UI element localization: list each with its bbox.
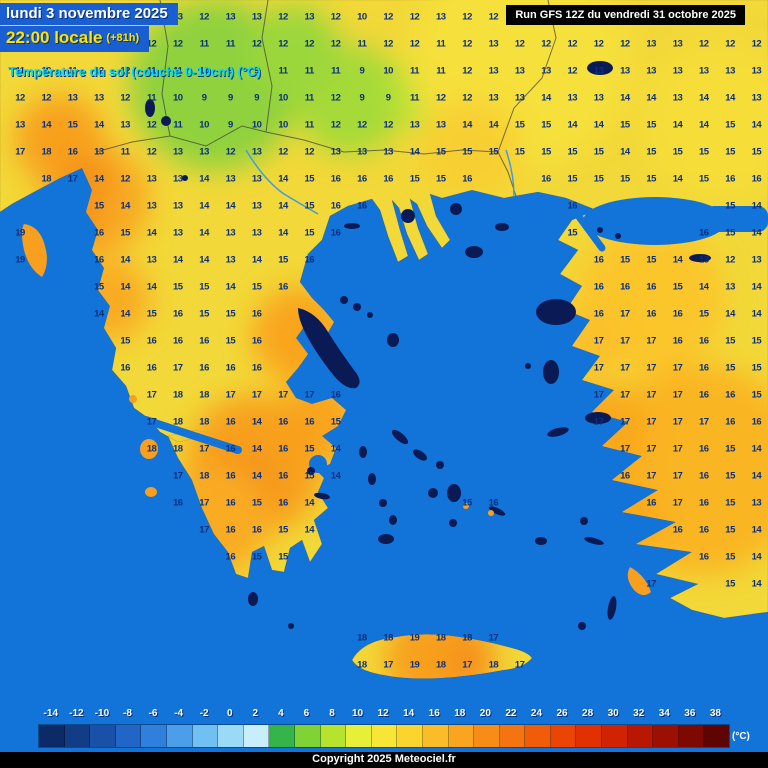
country-borders	[95, 0, 557, 197]
legend-color-cell	[269, 725, 295, 747]
legend-tick: 12	[377, 708, 389, 719]
legend-color-cell	[294, 725, 321, 747]
legend-tick: 0	[226, 708, 233, 719]
legend-tick: 34	[658, 708, 670, 719]
dardanelles-strait	[570, 206, 606, 252]
legend-tick: 18	[454, 708, 466, 719]
legend-tick: -14	[43, 708, 58, 719]
legend-color-cell	[653, 725, 679, 747]
legend-tick: 28	[582, 708, 594, 719]
map-svg	[0, 0, 768, 679]
legend-tick: 36	[684, 708, 696, 719]
legend-tick: 8	[329, 708, 335, 719]
legend-color-cell	[192, 725, 219, 747]
rivers	[245, 149, 515, 215]
legend-tick: -8	[123, 708, 132, 719]
legend-tick: 16	[428, 708, 440, 719]
legend-tick: 14	[403, 708, 415, 719]
legend-color-cell	[525, 725, 551, 747]
legend-tick: -6	[148, 708, 158, 719]
legend-color-cell	[64, 725, 91, 747]
legend-tick: 32	[633, 708, 645, 719]
legend-color-cell	[397, 725, 423, 747]
legend-color-cell	[448, 725, 475, 747]
forecast-offset: (+81h)	[106, 32, 140, 44]
copyright-bar[interactable]: Copyright 2025 Meteociel.fr	[0, 752, 768, 768]
legend-tick: 26	[556, 708, 568, 719]
date-label: lundi 3 novembre 2025	[0, 3, 178, 25]
legend-color-cell	[627, 725, 654, 747]
legend-tick: 24	[530, 708, 543, 719]
time-label: 22:00 locale (+81h)	[0, 26, 150, 52]
islands-dark	[145, 61, 711, 630]
legend-color-cell	[474, 725, 500, 747]
legend-color-cell	[499, 725, 526, 747]
gulf-of-corinth	[142, 416, 242, 454]
legend-tick: 10	[351, 708, 364, 719]
legend-values: -14 -12 -10 -8 -6 -4 -2 0 2 4 6 8 10 12 14 16 18 20 22 24 26…	[38, 708, 728, 722]
run-info-box: Run GFS 12Z du vendredi 31 octobre 2025	[506, 5, 745, 25]
legend-color-cell	[422, 725, 449, 747]
legend-tick: -4	[174, 708, 184, 719]
marmara-sea	[583, 197, 768, 245]
legend-color-cell	[678, 725, 705, 747]
legend-color-cell	[576, 725, 603, 747]
islands-warm	[22, 224, 651, 596]
legend-color-cell	[166, 725, 193, 747]
legend-color-cell	[141, 725, 167, 747]
legend-tick: -2	[199, 708, 209, 719]
legend-unit-label: (°C)	[732, 731, 750, 742]
legend-color-cell	[90, 725, 116, 747]
legend-tick: 2	[252, 708, 259, 719]
legend-tick: 6	[303, 708, 310, 719]
legend-color-cell	[602, 725, 628, 747]
legend-color-cell	[115, 725, 142, 747]
legend-color-cell	[320, 725, 347, 747]
legend-colorbar	[38, 724, 730, 748]
legend-tick: 22	[505, 708, 517, 719]
legend-tick: 38	[709, 708, 721, 719]
legend-color-cell	[704, 725, 730, 747]
legend-color-cell	[346, 725, 372, 747]
legend-tick: 4	[278, 708, 284, 719]
legend-color-cell	[243, 725, 270, 747]
parameter-label: Température du sol (couche 0-10cm) (°C)	[8, 64, 261, 79]
time-text: 22:00 locale	[6, 28, 103, 47]
legend-tick: 30	[607, 708, 619, 719]
legend-color-cell	[550, 725, 577, 747]
legend-tick: 20	[479, 708, 491, 719]
legend-color-cell	[218, 725, 244, 747]
legend-color-cell	[371, 725, 398, 747]
legend-tick: -12	[69, 708, 84, 719]
legend-color-cell	[39, 725, 65, 747]
legend-tick: -10	[94, 708, 110, 719]
